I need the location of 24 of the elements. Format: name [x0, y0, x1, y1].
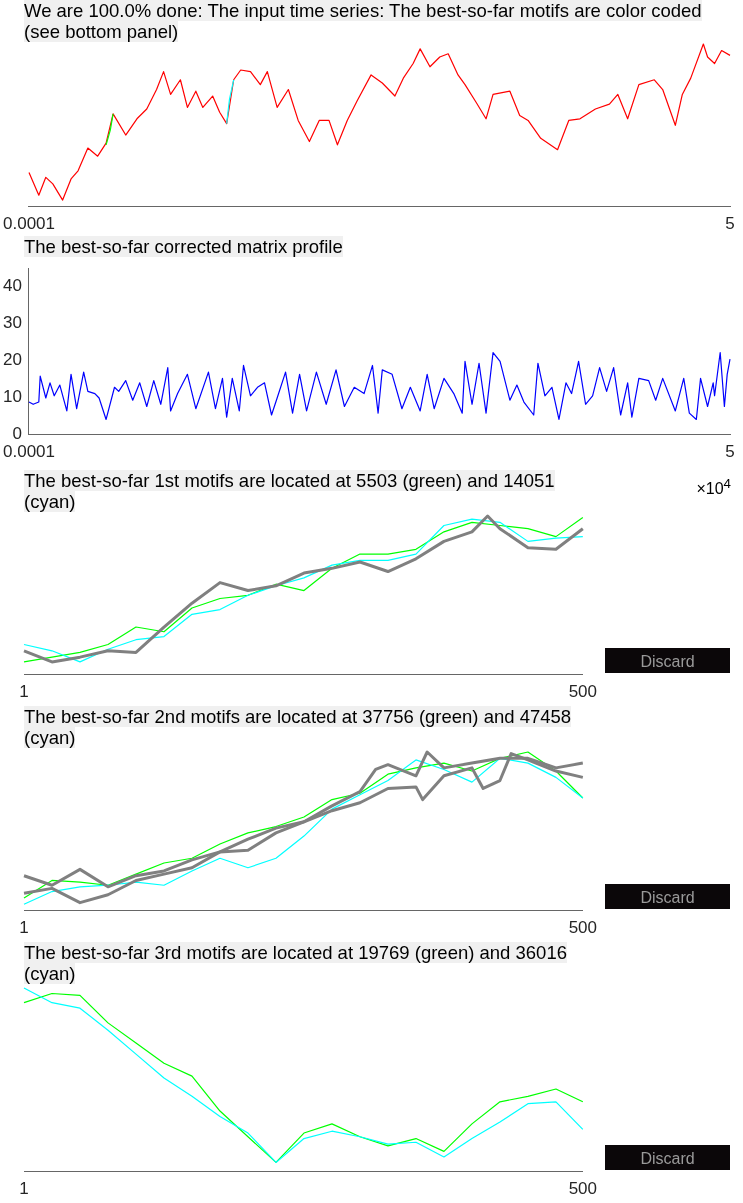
x-tick-label: 0.0001 — [3, 214, 55, 234]
x-tick-label: 1 — [19, 1179, 29, 1199]
x-tick-label: 5 — [725, 214, 735, 234]
x-tick-label: 5 — [725, 442, 735, 462]
chart-title: The best-so-far corrected matrix profile — [24, 236, 343, 257]
y-tick-label: 30 — [3, 313, 22, 333]
x-tick-label: 500 — [568, 682, 598, 702]
y-tick-label: 20 — [3, 350, 22, 370]
y-tick-label: 10 — [3, 387, 22, 407]
text: Discard — [605, 1145, 730, 1170]
x-tick-label: 500 — [568, 918, 598, 938]
text: Discard — [605, 648, 730, 673]
x-axis-title: ×10$^{4}$ — [696, 476, 731, 499]
y-tick-label: 40 — [3, 276, 22, 296]
chart-title: We are 100.0% done: The input time series: The best-so-far motifs are color coded (see bottom panel) — [24, 0, 702, 42]
chart-title: The best-so-far 3rd motifs are located at 19769 (green) and 36016 (cyan) — [24, 942, 567, 984]
chart-title: The best-so-far 2nd motifs are located at 37756 (green) and 47458 (cyan) — [24, 706, 572, 748]
x-tick-label: 1 — [19, 682, 29, 702]
x-tick-label: 1 — [19, 918, 29, 938]
x-tick-label: 500 — [568, 1179, 598, 1199]
y-tick-label: 0 — [12, 424, 22, 444]
x-tick-label: 0.0001 — [3, 442, 55, 462]
text: Discard — [605, 884, 730, 909]
chart-title: The best-so-far 1st motifs are located at 5503 (green) and 14051 (cyan) — [24, 470, 555, 512]
